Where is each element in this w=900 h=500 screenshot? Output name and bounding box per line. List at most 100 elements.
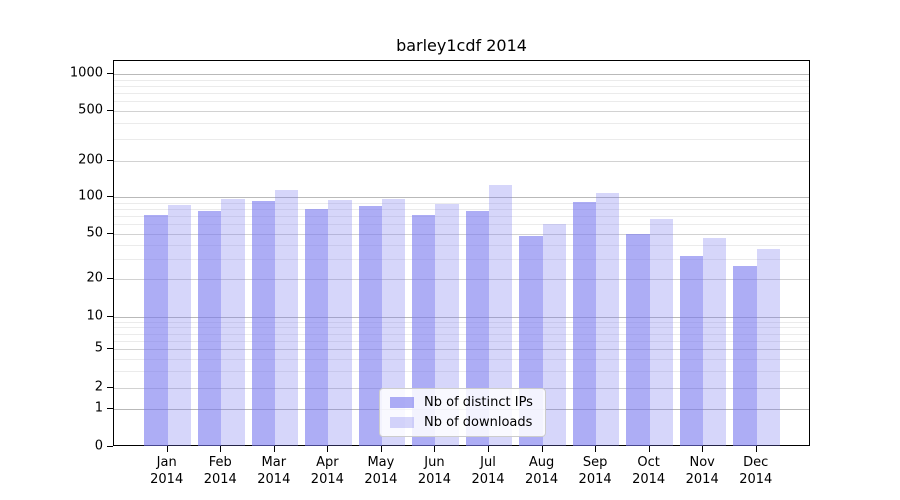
gridline-minor [114,216,809,218]
gridline-100 [114,197,809,198]
y-tick-label-2: 2 [94,379,103,395]
x-tick-label-sep: Sep 2014 [578,455,612,487]
x-tick-mark-aug [541,446,543,452]
x-tick-mark-jul [488,446,489,452]
bar-distinct-ips-nov [679,256,704,446]
bar-downloads-sep [596,193,620,446]
gridline-minor [114,224,809,226]
x-tick-label-nov: Nov 2014 [685,455,719,487]
x-tick-mark-jan [166,446,168,452]
gridline-minor [114,86,809,88]
y-tick-label-0: 0 [94,438,103,453]
x-tick-mark-may [380,446,382,452]
gridline-minor [114,138,809,140]
x-tick-label-feb: Feb 2014 [203,455,237,487]
y-tick-mark-100 [107,196,113,197]
y-tick-label-50: 50 [86,225,103,241]
gridline-minor [114,327,809,329]
x-tick-mark-feb [220,446,222,452]
y-tick-label-20: 20 [86,270,103,286]
x-tick-label-mar: Mar 2014 [257,455,291,487]
y-tick-label-500: 500 [78,102,103,118]
y-tick-mark-200 [107,160,113,161]
x-tick-label-may: May 2014 [364,455,398,487]
bar-downloads-dec [756,249,781,446]
bar-distinct-ips-feb [197,211,222,446]
bar-downloads-oct [649,219,673,446]
bar-downloads-may [381,198,406,446]
bar-distinct-ips-mar [251,201,275,446]
bar-distinct-ips-apr [305,209,329,446]
y-tick-mark-5 [107,348,113,350]
bar-downloads-mar [274,189,299,446]
y-tick-mark-1 [107,408,113,409]
x-tick-mark-nov [702,446,704,452]
gridline-minor [114,93,809,95]
y-tick-mark-500 [107,110,113,111]
bar-downloads-jun [435,204,459,446]
bar-downloads-jul [489,185,513,446]
x-tick-label-jan: Jan 2014 [150,455,184,487]
bar-downloads-feb [221,198,245,446]
x-tick-label-dec: Dec 2014 [739,455,773,487]
x-tick-mark-mar [273,446,275,452]
y-tick-label-1000: 1000 [69,65,103,81]
gridline-200 [114,161,809,162]
x-tick-mark-apr [327,446,329,452]
y-tick-label-10: 10 [86,308,103,324]
y-tick-label-5: 5 [94,340,103,356]
y-tick-label-100: 100 [78,188,103,204]
legend-label-downloads: Nb of downloads [424,415,533,430]
bar-distinct-ips-oct [626,234,650,446]
plot-area [113,60,810,446]
gridline-50 [114,234,809,236]
gridline-minor [114,79,809,81]
y-tick-label-200: 200 [78,152,103,168]
bar-distinct-ips-sep [572,202,597,446]
x-tick-mark-sep [595,446,597,452]
gridline-minor [114,245,809,247]
x-tick-mark-dec [755,446,757,452]
legend-label-distinct-ips: Nb of distinct IPs [424,395,533,410]
bar-downloads-nov [703,238,727,446]
bar-downloads-jan [167,205,191,446]
y-tick-mark-10 [107,316,113,317]
gridline-1000 [114,74,809,76]
legend-item-downloads: Nb of downloads [390,415,533,430]
legend-swatch-downloads [390,417,414,428]
x-tick-label-jul: Jul 2014 [471,455,505,487]
x-tick-label-oct: Oct 2014 [632,455,666,487]
x-tick-mark-jun [434,446,436,452]
gridline-minor [114,101,809,103]
legend: Nb of distinct IPs Nb of downloads [379,388,546,437]
gridline-5 [114,349,809,351]
bar-distinct-ips-may [358,206,382,446]
y-tick-mark-0 [107,445,113,447]
gridline-minor [114,259,809,261]
gridline-minor [114,202,809,204]
y-tick-label-1: 1 [94,400,103,416]
legend-item-distinct-ips: Nb of distinct IPs [390,395,533,410]
chart-title: barley1cdf 2014 [396,36,527,55]
bar-distinct-ips-jul [465,211,489,446]
gridline-minor [114,358,809,360]
gridline-minor [114,340,809,342]
bar-distinct-ips-jan [144,215,168,446]
gridline-minor [114,209,809,210]
gridline-minor [114,123,809,125]
gridline-10 [114,317,809,318]
y-tick-mark-2 [107,386,113,388]
x-tick-label-aug: Aug 2014 [525,455,559,487]
y-tick-mark-50 [107,233,113,235]
gridline-minor [114,370,809,372]
gridline-minor [114,321,809,323]
y-tick-mark-20 [107,278,113,280]
y-tick-mark-1000 [107,73,113,75]
x-tick-label-apr: Apr 2014 [310,455,344,487]
x-tick-mark-oct [648,446,650,452]
x-tick-label-jun: Jun 2014 [417,455,451,487]
bar-distinct-ips-dec [733,266,757,446]
legend-swatch-distinct-ips [390,397,414,408]
bar-downloads-apr [328,200,352,446]
